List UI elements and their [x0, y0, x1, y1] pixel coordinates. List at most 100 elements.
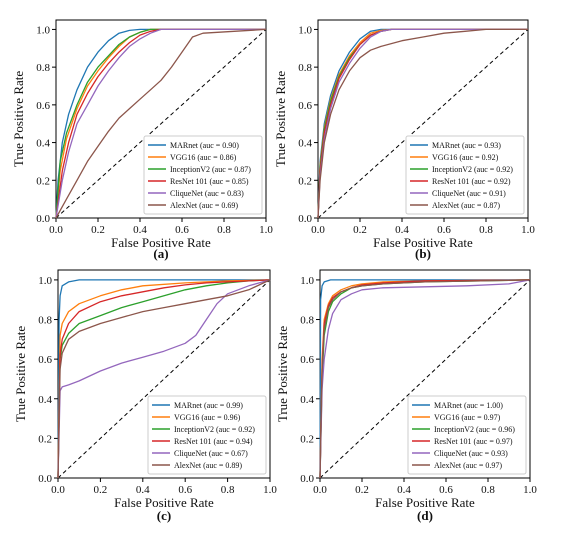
legend-entry: VGG16 (auc = 0.92) [432, 153, 499, 162]
roc-curve-series-1 [319, 279, 530, 479]
legend-entry: CliqueNet (auc = 0.93) [434, 449, 508, 458]
legend-entry: AlexNet (auc = 0.87) [432, 201, 500, 210]
y-tick-label: 0.2 [300, 433, 314, 445]
x-tick-label: 1.0 [521, 224, 535, 236]
x-tick-label: 0.8 [481, 484, 495, 496]
x-tick-label: 0.2 [94, 484, 108, 496]
y-tick-label: 1.0 [36, 24, 50, 36]
legend-entry: CliqueNet (auc = 0.67) [174, 449, 248, 458]
roc-panel-3: 0.0 0.2 0.4 0.6 0.8 1.0 0.0 0.2 0.4 0.6 0.8 1.0 Fals… [13, 269, 277, 523]
y-tick-label: 0.4 [300, 394, 314, 406]
y-tick-label: 1.0 [38, 275, 52, 287]
y-tick-label: 0.2 [298, 175, 312, 187]
axes-frame [317, 19, 529, 219]
legend-entry: AlexNet (auc = 0.69) [170, 201, 238, 210]
legend-box [143, 135, 263, 215]
legend-entry: CliqueNet (auc = 0.91) [432, 189, 506, 198]
roc-curve-series-4 [55, 28, 266, 219]
legend-entry: MARnet (auc = 1.00) [434, 401, 503, 410]
legend-entry: InceptionV2 (auc = 0.96) [434, 425, 515, 434]
y-tick-label: 0.8 [298, 62, 312, 74]
roc-panel-4: 0.0 0.2 0.4 0.6 0.8 1.0 0.0 0.2 0.4 0.6 0.8 1.0 Fals… [275, 269, 537, 523]
y-tick-label: 0.0 [36, 213, 50, 225]
panel-label: (d) [417, 508, 433, 523]
legend-box [405, 135, 525, 215]
x-tick-label: 0.0 [311, 224, 325, 236]
legend-entry: InceptionV2 (auc = 0.92) [174, 425, 255, 434]
y-tick-label: 0.8 [36, 62, 50, 74]
y-tick-label: 0.0 [298, 213, 312, 225]
legend-entry: InceptionV2 (auc = 0.92) [432, 165, 513, 174]
x-tick-label: 0.6 [437, 224, 451, 236]
x-tick-label: 0.4 [133, 224, 147, 236]
roc-curve-series-5 [57, 279, 271, 479]
chance-diagonal-line [57, 279, 271, 479]
y-tick-label: 0.0 [300, 473, 314, 485]
x-axis-label: False Positive Rate [373, 235, 473, 250]
y-tick-label: 1.0 [298, 24, 312, 36]
roc-panel-1: 0.0 0.2 0.4 0.6 0.8 1.0 0.0 0.2 0.4 0.6 0.8 1.0 Fals… [11, 19, 273, 261]
chance-diagonal-line [319, 279, 531, 479]
chance-diagonal-line [317, 29, 529, 219]
x-tick-label: 0.4 [397, 484, 411, 496]
roc-curve-series-3 [57, 279, 271, 479]
y-tick-label: 0.6 [300, 354, 314, 366]
x-tick-label: 0.2 [91, 224, 105, 236]
roc-panel-2: 0.0 0.2 0.4 0.6 0.8 1.0 0.0 0.2 0.4 0.6 0.8 1.0 Fals… [273, 19, 535, 261]
x-tick-label: 1.0 [263, 484, 277, 496]
x-tick-label: 0.6 [178, 484, 192, 496]
legend-entry: InceptionV2 (auc = 0.87) [170, 165, 251, 174]
panel-label: (a) [153, 246, 168, 261]
roc-curve-series-4 [57, 279, 271, 479]
x-tick-label: 0.0 [49, 224, 63, 236]
roc-curve-series-3 [55, 28, 266, 219]
x-tick-label: 0.2 [353, 224, 367, 236]
x-tick-label: 0.4 [136, 484, 150, 496]
x-tick-label: 1.0 [259, 224, 273, 236]
legend-entry: ResNet 101 (auc = 0.92) [432, 177, 511, 186]
x-tick-label: 0.4 [395, 224, 409, 236]
legend-entry: AlexNet (auc = 0.89) [174, 461, 242, 470]
legend-entry: MARnet (auc = 0.93) [432, 141, 501, 150]
panel-label: (b) [415, 246, 431, 261]
x-tick-label: 0.8 [479, 224, 493, 236]
roc-curve-series-1 [55, 28, 266, 219]
roc-curve-series-6 [319, 279, 531, 479]
legend-entry: CliqueNet (auc = 0.83) [170, 189, 244, 198]
legend-entry: MARnet (auc = 0.99) [174, 401, 243, 410]
y-tick-label: 0.4 [36, 138, 50, 150]
legend-entry: VGG16 (auc = 0.86) [170, 153, 237, 162]
legend-entry: VGG16 (auc = 0.97) [434, 413, 501, 422]
y-tick-label: 0.6 [38, 354, 52, 366]
axes-frame [57, 269, 271, 479]
roc-curve-series-6 [55, 28, 267, 219]
axes-frame [55, 19, 267, 219]
x-tick-label: 0.0 [51, 484, 65, 496]
legend-entry: ResNet 101 (auc = 0.94) [174, 437, 253, 446]
x-tick-label: 0.8 [221, 484, 235, 496]
legend-entry: ResNet 101 (auc = 0.97) [434, 437, 513, 446]
y-tick-label: 0.4 [298, 138, 312, 150]
panel-label: (c) [157, 508, 171, 523]
y-tick-label: 0.6 [298, 100, 312, 112]
x-axis-label: False Positive Rate [114, 495, 214, 510]
x-tick-label: 0.6 [439, 484, 453, 496]
y-tick-label: 0.2 [38, 433, 52, 445]
x-axis-label: False Positive Rate [375, 495, 475, 510]
roc-curve-series-5 [55, 28, 266, 219]
y-tick-label: 0.8 [38, 315, 52, 327]
legend-box [147, 395, 267, 475]
roc-curve-series-6 [317, 28, 528, 219]
y-tick-label: 0.8 [300, 315, 314, 327]
y-tick-label: 1.0 [300, 275, 314, 287]
x-tick-label: 0.8 [217, 224, 231, 236]
legend-entry: MARnet (auc = 0.90) [170, 141, 239, 150]
x-tick-label: 0.6 [175, 224, 189, 236]
roc-curve-series-2 [57, 279, 271, 479]
y-axis-label: True Positive Rate [11, 71, 26, 168]
y-tick-label: 0.6 [36, 100, 50, 112]
y-axis-label: True Positive Rate [275, 326, 290, 423]
x-tick-label: 1.0 [523, 484, 537, 496]
legend-entry: ResNet 101 (auc = 0.85) [170, 177, 249, 186]
